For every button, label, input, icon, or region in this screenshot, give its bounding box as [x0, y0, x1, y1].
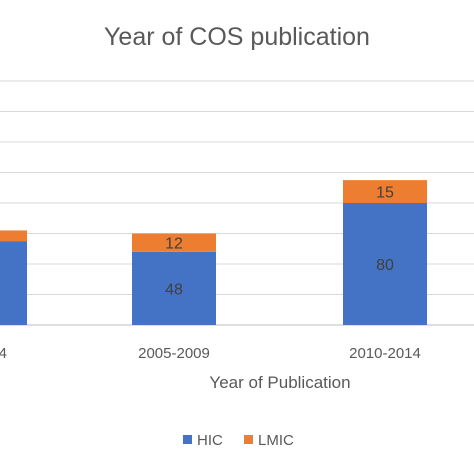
- bars: [0, 180, 427, 325]
- bar-hic-2010-2014: [343, 203, 427, 325]
- bar-lmic-2010-2014: [343, 180, 427, 203]
- gridlines: [0, 80, 474, 326]
- legend-swatch-lmic: [244, 435, 253, 444]
- data-label-hic-2010-2014: 80: [376, 257, 394, 274]
- legend-label-lmic: LMIC: [258, 432, 294, 449]
- x-tick-label: 2010-2014: [349, 345, 421, 362]
- data-label-hic-2005-2009: 48: [165, 281, 183, 298]
- legend-swatch-hic: [183, 435, 192, 444]
- x-tick-label: 4: [0, 345, 7, 362]
- bar-lmic-2005-2009: [132, 233, 216, 252]
- data-label-lmic-2010-2014: 15: [376, 185, 394, 202]
- x-axis-title: Year of Publication: [209, 373, 350, 392]
- bar-hic-2000-2004: [0, 241, 27, 325]
- legend-label-hic: HIC: [197, 432, 223, 449]
- chart-title: Year of COS publication: [104, 23, 370, 51]
- x-tick-label: 2005-2009: [138, 345, 210, 362]
- data-label-lmic-2005-2009: 12: [165, 236, 183, 253]
- bar-hic-2005-2009: [132, 251, 216, 325]
- x-tick-labels: 4 2005-2009 2010-2014: [0, 345, 421, 362]
- legend: HIC LMIC: [183, 432, 294, 449]
- data-labels: 48 12 80 15: [165, 185, 394, 299]
- bar-lmic-2000-2004: [0, 230, 27, 242]
